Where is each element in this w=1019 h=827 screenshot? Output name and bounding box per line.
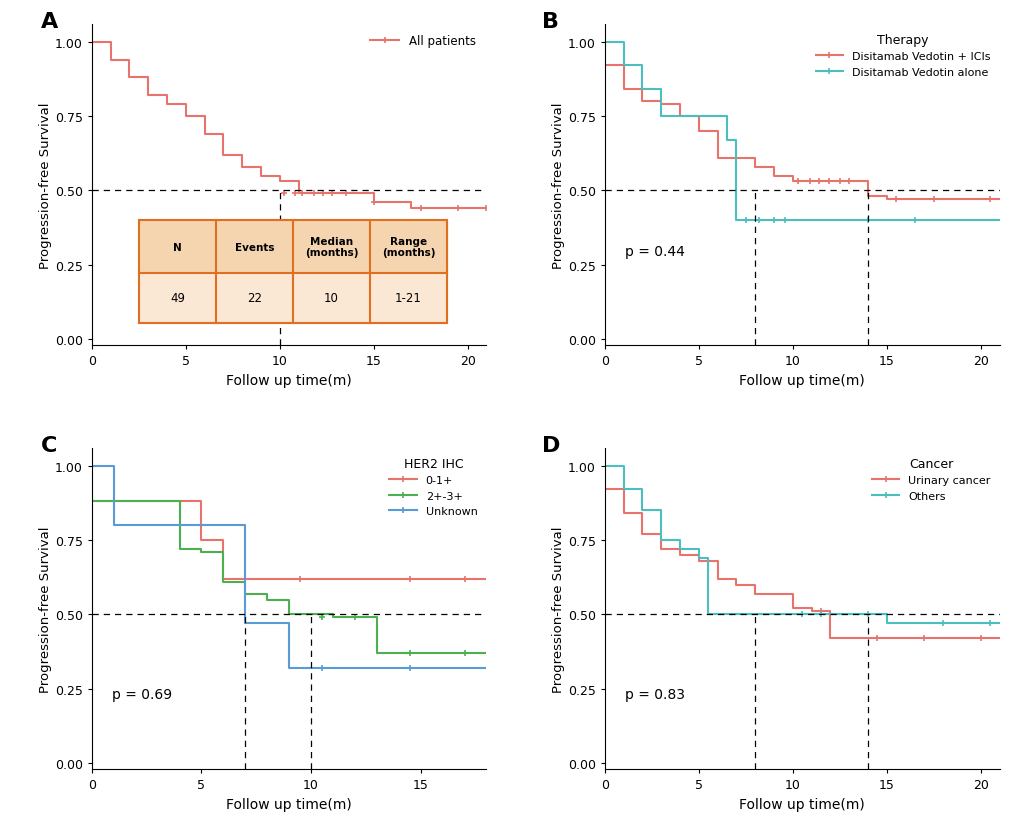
Point xyxy=(99,314,111,324)
X-axis label: Follow up time(m): Follow up time(m) xyxy=(226,796,352,810)
Y-axis label: Progression-free Survival: Progression-free Survival xyxy=(551,525,565,692)
Text: p = 0.44: p = 0.44 xyxy=(624,245,684,259)
Bar xyxy=(139,221,446,274)
Point xyxy=(92,314,104,324)
Bar xyxy=(139,274,446,323)
Text: B: B xyxy=(541,12,558,32)
X-axis label: Follow up time(m): Follow up time(m) xyxy=(739,796,864,810)
Point xyxy=(88,268,100,278)
Text: D: D xyxy=(541,436,559,456)
Legend: 0-1+, 2+-3+, Unknown: 0-1+, 2+-3+, Unknown xyxy=(385,454,481,520)
Text: A: A xyxy=(41,12,58,32)
Y-axis label: Progression-free Survival: Progression-free Survival xyxy=(39,525,52,692)
Text: p = 0.69: p = 0.69 xyxy=(111,687,171,701)
Point xyxy=(92,219,104,229)
Text: 22: 22 xyxy=(247,292,262,305)
Text: Range
(months): Range (months) xyxy=(381,237,435,258)
Legend: Urinary cancer, Others: Urinary cancer, Others xyxy=(867,454,994,504)
Text: 10: 10 xyxy=(324,292,338,305)
X-axis label: Follow up time(m): Follow up time(m) xyxy=(226,373,352,387)
Text: p = 0.83: p = 0.83 xyxy=(624,687,684,701)
Text: 1-21: 1-21 xyxy=(394,292,422,305)
Text: Events: Events xyxy=(234,242,274,252)
Text: 49: 49 xyxy=(170,292,185,305)
Y-axis label: Progression-free Survival: Progression-free Survival xyxy=(551,102,565,269)
Point xyxy=(95,219,107,229)
Y-axis label: Progression-free Survival: Progression-free Survival xyxy=(39,102,52,269)
Point xyxy=(103,268,115,278)
Text: Median
(months): Median (months) xyxy=(305,237,358,258)
Text: C: C xyxy=(41,436,57,456)
Point xyxy=(99,219,111,229)
X-axis label: Follow up time(m): Follow up time(m) xyxy=(739,373,864,387)
Point xyxy=(95,314,107,324)
Legend: Disitamab Vedotin + ICIs, Disitamab Vedotin alone: Disitamab Vedotin + ICIs, Disitamab Vedo… xyxy=(811,31,994,81)
Legend: All patients: All patients xyxy=(365,31,480,53)
Bar xyxy=(139,221,446,323)
Text: N: N xyxy=(173,242,181,252)
